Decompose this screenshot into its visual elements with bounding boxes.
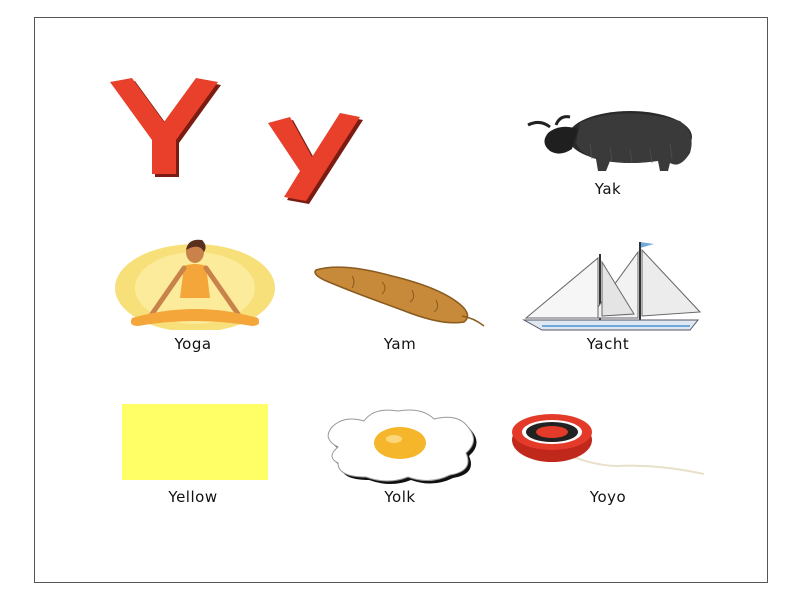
yak-label: Yak [594, 180, 622, 198]
letter-uppercase-y-icon [110, 78, 221, 177]
yacht-icon [522, 242, 702, 331]
yolk-label: Yolk [384, 488, 416, 506]
yam-label: Yam [383, 335, 417, 353]
yak-icon [527, 111, 692, 171]
yoyo-label: Yoyo [589, 488, 627, 506]
letter-lowercase-y-icon [268, 113, 363, 204]
yam-icon [314, 266, 485, 327]
yoga-icon [115, 239, 275, 330]
yacht-label: Yacht [586, 335, 630, 353]
yoga-label: Yoga [174, 335, 212, 353]
yellow-label: Yellow [168, 488, 218, 506]
egg-icon [327, 409, 477, 484]
yellow-swatch [122, 404, 268, 480]
yoyo-icon [512, 414, 705, 475]
